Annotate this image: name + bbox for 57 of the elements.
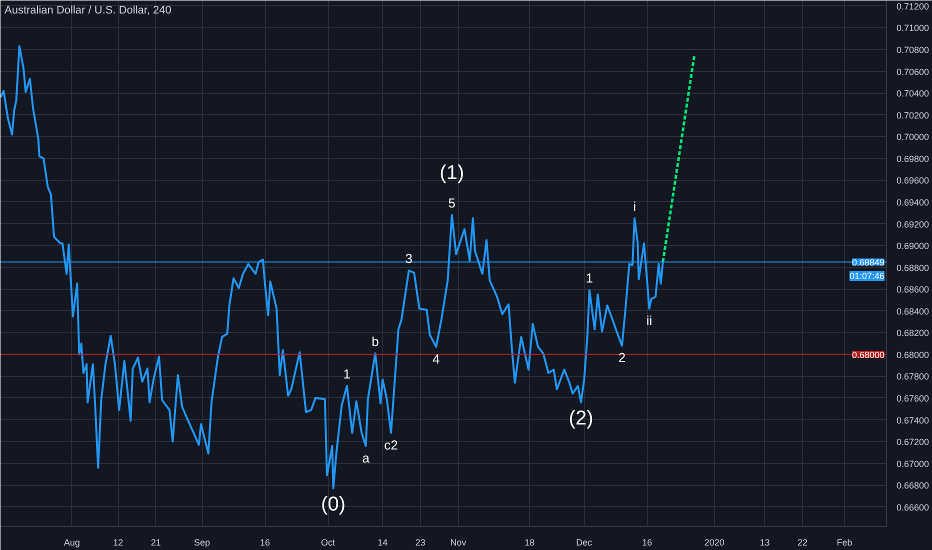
x-tick-label: 21 (150, 538, 161, 548)
y-tick-label: 0.71000 (896, 23, 930, 34)
annotation: (2) (568, 407, 594, 430)
y-tick-label: 0.67200 (896, 437, 930, 448)
y-tick-label: 0.70600 (896, 66, 930, 77)
x-tick-label: 16 (642, 538, 652, 548)
y-tick-label: 0.69800 (896, 154, 930, 164)
x-tick-label: 16 (260, 538, 270, 548)
y-tick-label: 0.68600 (896, 284, 930, 295)
y-tick-label: 0.71200 (896, 1, 930, 12)
x-tick-label: 2020 (704, 538, 724, 548)
annotation: 1 (343, 366, 351, 382)
y-tick-label: 0.69400 (896, 197, 930, 208)
annotation: ii (646, 313, 652, 328)
x-tick-label: Sep (194, 538, 210, 548)
y-tick-label: 0.68000 (896, 350, 930, 360)
x-tick-label: Nov (450, 538, 467, 548)
y-tick-label: 0.69600 (896, 176, 930, 186)
x-tick-label: 14 (378, 538, 388, 548)
annotation: 1 (586, 270, 594, 286)
x-tick-label: Aug (64, 538, 80, 548)
y-tick-label: 0.66800 (896, 480, 930, 491)
annotation: 2 (618, 350, 626, 366)
y-tick-label: 0.66600 (896, 502, 930, 512)
y-tick-label: 0.69200 (896, 219, 930, 230)
annotation: 5 (448, 196, 456, 211)
y-tick-label: 0.67600 (896, 393, 930, 404)
ref-line-label: 0.68849 (852, 257, 885, 268)
y-tick-label: 0.70800 (896, 45, 930, 56)
annotation: a (362, 450, 370, 466)
y-tick-label: 0.67400 (896, 415, 930, 426)
y-tick-label: 0.70400 (896, 88, 930, 99)
annotation: b (372, 334, 379, 349)
y-tick-label: 0.68200 (896, 328, 930, 338)
annotation: 4 (432, 351, 440, 366)
y-tick-label: 0.67800 (896, 372, 930, 382)
x-tick-label: Oct (321, 538, 336, 548)
x-tick-label: 13 (760, 538, 770, 548)
x-tick-label: Feb (836, 538, 852, 548)
x-tick-label: 18 (524, 538, 535, 548)
ref-line-label: 0.68000 (852, 350, 885, 360)
y-tick-label: 0.70200 (896, 110, 930, 120)
chart-title: Australian Dollar / U.S. Dollar, 240 (4, 4, 172, 16)
annotation: (0) (321, 493, 346, 516)
annotation: (1) (440, 162, 464, 184)
annotation: c2 (384, 437, 398, 452)
annotation: i (633, 198, 636, 214)
x-tick-label: Dec (576, 538, 593, 548)
y-tick-label: 0.68800 (896, 262, 930, 273)
y-tick-label: 0.69000 (896, 241, 930, 252)
y-tick-label: 0.67000 (896, 458, 930, 469)
y-tick-label: 0.70000 (896, 132, 930, 142)
x-tick-label: 23 (415, 538, 426, 548)
x-tick-label: 22 (798, 538, 808, 548)
annotation: 01:07:46 (849, 270, 885, 281)
y-tick-label: 0.68400 (896, 306, 930, 316)
x-tick-label: 12 (113, 538, 124, 548)
